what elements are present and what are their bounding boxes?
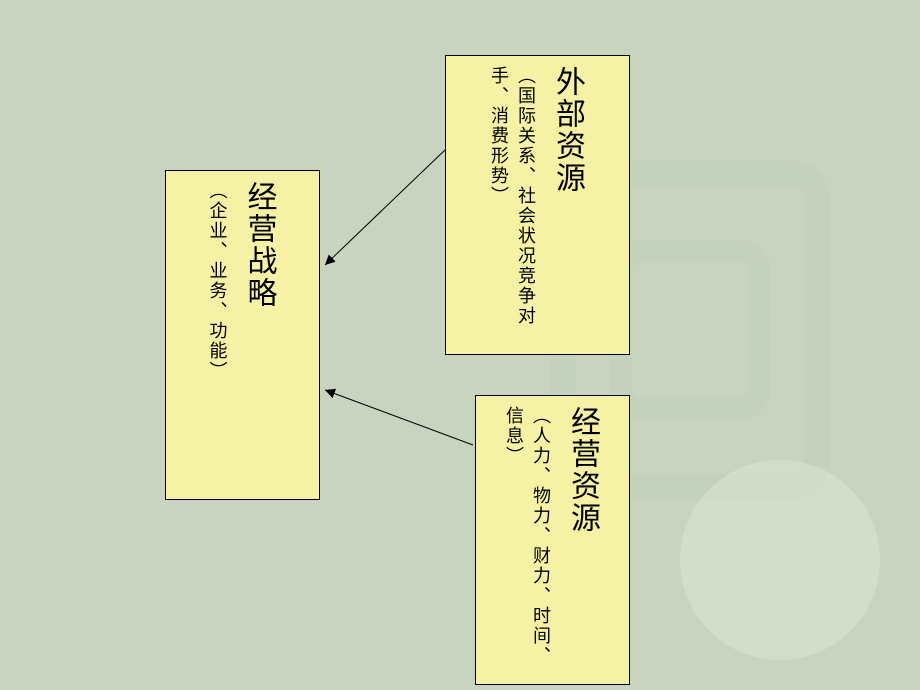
- box-strategy: 经营战略 （企业、业务、功能）: [165, 170, 320, 500]
- box-external-subtitle: （国际关系、社会状况竞争对手、消费形势）: [485, 66, 539, 354]
- box-operating-title: 经营资源: [560, 406, 605, 534]
- box-external: 外部资源 （国际关系、社会状况竞争对手、消费形势）: [445, 55, 630, 355]
- diagram-canvas: 经营战略 （企业、业务、功能） 外部资源 （国际关系、社会状况竞争对手、消费形势…: [0, 0, 920, 690]
- box-operating-subtitle: （人力、物力、财力、时间、信息）: [500, 406, 554, 684]
- box-strategy-title: 经营战略: [237, 181, 282, 309]
- decoration-pattern-inner: [610, 240, 770, 420]
- box-strategy-subtitle: （企业、业务、功能）: [204, 181, 231, 381]
- box-external-title: 外部资源: [545, 66, 590, 194]
- arrow: [325, 390, 473, 445]
- box-operating: 经营资源 （人力、物力、财力、时间、信息）: [475, 395, 630, 685]
- arrow: [325, 150, 445, 265]
- decoration-emblem: [680, 460, 880, 660]
